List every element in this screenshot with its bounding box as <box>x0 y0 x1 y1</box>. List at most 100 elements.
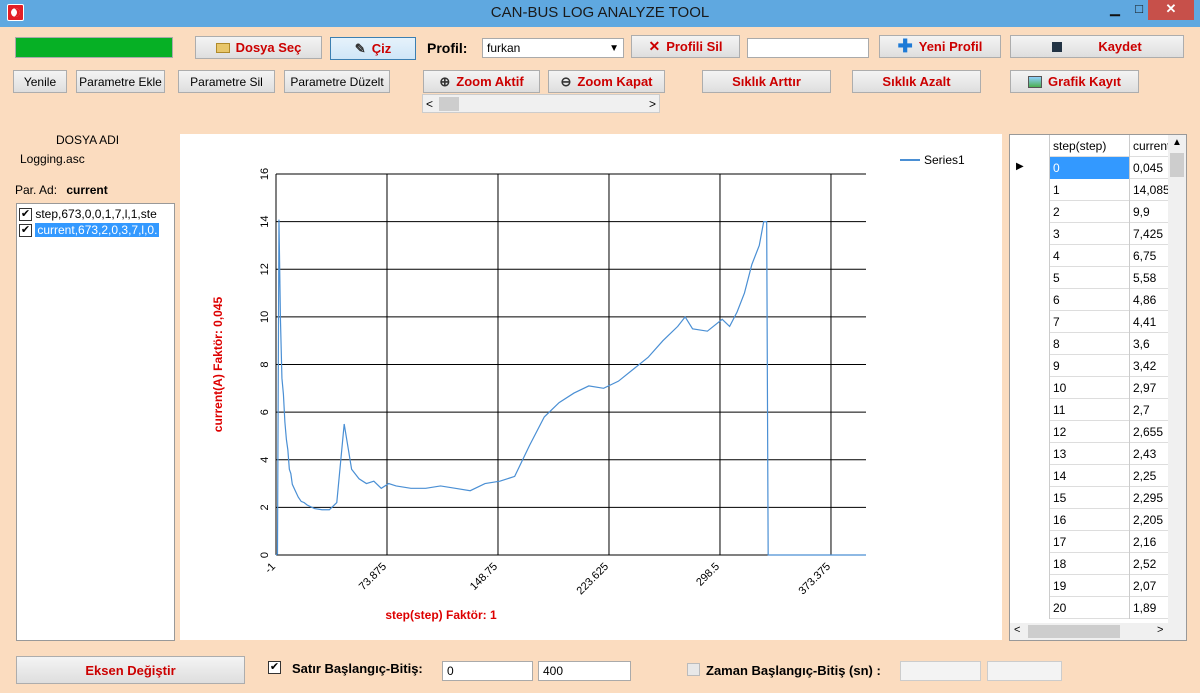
line-chart[interactable]: 0 2 4 6 8 10 12 14 16 -1 73.875 148.75 223.625 298.5 3… <box>180 134 1002 640</box>
cell-current[interactable]: 2,655 <box>1133 425 1164 439</box>
cell-current[interactable]: 7,425 <box>1133 227 1164 241</box>
row-selector[interactable] <box>1010 575 1050 597</box>
row-selector[interactable] <box>1010 421 1050 443</box>
table-row[interactable]: 11 2,7 <box>1010 399 1186 421</box>
ciz-button[interactable]: ✎ Çiz <box>330 37 416 60</box>
table-row[interactable]: 9 3,42 <box>1010 355 1186 377</box>
row-selector[interactable] <box>1010 311 1050 333</box>
checkbox-checked-icon[interactable]: ✔ <box>19 224 32 238</box>
cell-step[interactable]: 0 <box>1050 157 1130 179</box>
yenile-button[interactable]: Yenile <box>13 70 67 93</box>
minimize-button[interactable]: ▁ <box>1110 1 1120 16</box>
siklik-azalt-button[interactable]: Sıklık Azalt <box>852 70 981 93</box>
cell-current[interactable]: 3,42 <box>1133 359 1157 373</box>
cell-current[interactable]: 5,58 <box>1133 271 1157 285</box>
table-row[interactable]: 12 2,655 <box>1010 421 1186 443</box>
header-step[interactable]: step(step) <box>1050 135 1130 157</box>
scroll-up-arrow[interactable]: ▲ <box>1172 137 1182 148</box>
row-selector[interactable] <box>1010 223 1050 245</box>
scroll-thumb[interactable] <box>439 97 459 111</box>
cell-step[interactable]: 4 <box>1050 245 1130 267</box>
row-selector[interactable] <box>1010 465 1050 487</box>
cell-step[interactable]: 14 <box>1050 465 1130 487</box>
row-selector-active[interactable]: ▶ <box>1010 157 1050 179</box>
cell-step[interactable]: 12 <box>1050 421 1130 443</box>
zoom-scrollbar[interactable]: < > <box>422 94 660 113</box>
cell-step[interactable]: 11 <box>1050 399 1130 421</box>
cell-step[interactable]: 20 <box>1050 597 1130 619</box>
cell-current[interactable]: 2,16 <box>1133 535 1157 549</box>
parametre-duzelt-button[interactable]: Parametre Düzelt <box>284 70 390 93</box>
dosya-sec-button[interactable]: Dosya Seç <box>195 36 322 59</box>
param-item[interactable]: ✔ current,673,2,0,3,7,l,0. <box>19 223 160 238</box>
table-row[interactable]: 19 2,07 <box>1010 575 1186 597</box>
cell-step[interactable]: 13 <box>1050 443 1130 465</box>
zaman-end-input[interactable] <box>987 661 1062 681</box>
scroll-thumb[interactable] <box>1028 625 1120 638</box>
row-selector[interactable] <box>1010 597 1050 619</box>
row-selector[interactable] <box>1010 443 1050 465</box>
scroll-thumb[interactable] <box>1170 153 1184 177</box>
grid-vscrollbar[interactable]: ▲ <box>1168 135 1186 625</box>
table-row[interactable]: 6 4,86 <box>1010 289 1186 311</box>
cell-step[interactable]: 18 <box>1050 553 1130 575</box>
table-row[interactable]: 8 3,6 <box>1010 333 1186 355</box>
cell-step[interactable]: 3 <box>1050 223 1130 245</box>
cell-step[interactable]: 17 <box>1050 531 1130 553</box>
cell-current[interactable]: 4,86 <box>1133 293 1157 307</box>
kaydet-button[interactable]: Kaydet <box>1010 35 1184 58</box>
maximize-button[interactable]: □ <box>1135 1 1143 16</box>
row-selector[interactable] <box>1010 399 1050 421</box>
cell-current[interactable]: 2,295 <box>1133 491 1164 505</box>
cell-step[interactable]: 1 <box>1050 179 1130 201</box>
app-icon[interactable] <box>7 4 24 21</box>
table-row[interactable]: 10 2,97 <box>1010 377 1186 399</box>
zaman-checkbox[interactable] <box>687 663 700 676</box>
table-row[interactable]: ▶ 0 0,045 <box>1010 157 1186 179</box>
cell-current[interactable]: 2,43 <box>1133 447 1157 461</box>
satir-start-input[interactable]: 0 <box>442 661 533 681</box>
row-selector[interactable] <box>1010 487 1050 509</box>
table-row[interactable]: 14 2,25 <box>1010 465 1186 487</box>
grid-hscrollbar[interactable]: < > <box>1010 623 1186 640</box>
row-selector[interactable] <box>1010 509 1050 531</box>
row-selector[interactable] <box>1010 201 1050 223</box>
scroll-right-arrow[interactable]: > <box>648 97 656 111</box>
zoom-aktif-button[interactable]: ⊕ Zoom Aktif <box>423 70 540 93</box>
chart-area[interactable]: 0 2 4 6 8 10 12 14 16 -1 73.875 148.75 223.625 298.5 3… <box>180 134 1002 640</box>
profile-name-input[interactable] <box>747 38 869 58</box>
table-row[interactable]: 20 1,89 <box>1010 597 1186 619</box>
close-button[interactable]: ✕ <box>1148 0 1194 20</box>
cell-current[interactable]: 3,6 <box>1133 337 1150 351</box>
profili-sil-button[interactable]: ✕ Profili Sil <box>631 35 740 58</box>
row-selector[interactable] <box>1010 179 1050 201</box>
cell-current[interactable]: 2,07 <box>1133 579 1157 593</box>
zaman-start-input[interactable] <box>900 661 981 681</box>
cell-step[interactable]: 15 <box>1050 487 1130 509</box>
satir-end-input[interactable]: 400 <box>538 661 631 681</box>
eksen-degistir-button[interactable]: Eksen Değiştir <box>16 656 245 684</box>
table-row[interactable]: 5 5,58 <box>1010 267 1186 289</box>
satir-checkbox[interactable]: ✔ <box>268 661 281 674</box>
table-row[interactable]: 3 7,425 <box>1010 223 1186 245</box>
parametre-sil-button[interactable]: Parametre Sil <box>178 70 275 93</box>
cell-current[interactable]: 2,97 <box>1133 381 1157 395</box>
data-grid[interactable]: step(step) current ▶ 0 0,045 1 14,085 2 9,9 3 7,… <box>1009 134 1187 641</box>
row-selector[interactable] <box>1010 245 1050 267</box>
cell-step[interactable]: 10 <box>1050 377 1130 399</box>
row-selector[interactable] <box>1010 333 1050 355</box>
table-row[interactable]: 4 6,75 <box>1010 245 1186 267</box>
cell-step[interactable]: 16 <box>1050 509 1130 531</box>
param-list[interactable]: ✔ step,673,0,0,1,7,l,1,ste ✔ current,673… <box>16 203 175 641</box>
checkbox-checked-icon[interactable]: ✔ <box>19 208 32 222</box>
row-selector[interactable] <box>1010 531 1050 553</box>
cell-step[interactable]: 2 <box>1050 201 1130 223</box>
cell-current[interactable]: 2,25 <box>1133 469 1157 483</box>
cell-step[interactable]: 7 <box>1050 311 1130 333</box>
cell-current[interactable]: 14,085 <box>1133 183 1170 197</box>
table-row[interactable]: 7 4,41 <box>1010 311 1186 333</box>
param-item[interactable]: ✔ step,673,0,0,1,7,l,1,ste <box>19 207 157 222</box>
scroll-left-arrow[interactable]: < <box>426 97 434 111</box>
table-row[interactable]: 15 2,295 <box>1010 487 1186 509</box>
profil-select[interactable]: furkan ▼ <box>482 38 624 58</box>
